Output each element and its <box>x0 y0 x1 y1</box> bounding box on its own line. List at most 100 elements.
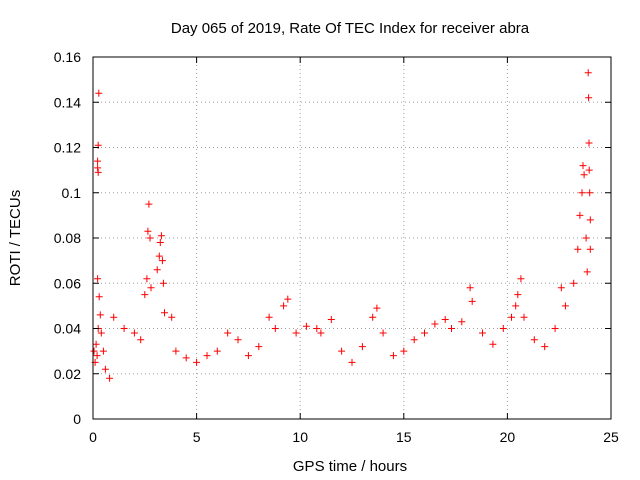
data-point <box>561 302 569 310</box>
data-point <box>584 69 592 77</box>
data-point <box>421 329 428 337</box>
data-point <box>94 168 102 176</box>
data-point <box>499 325 507 332</box>
data-point <box>284 295 292 303</box>
data-point <box>576 211 584 219</box>
y-tick-label: 0.08 <box>54 230 81 246</box>
data-point <box>130 329 138 337</box>
data-point <box>520 313 528 321</box>
data-point <box>106 374 114 382</box>
y-axis-label: ROTI / TECUs <box>7 190 24 286</box>
data-point <box>145 200 153 208</box>
data-point <box>586 245 594 253</box>
data-point <box>570 279 578 287</box>
data-point <box>143 275 151 283</box>
data-point <box>224 329 232 337</box>
data-point <box>96 311 104 319</box>
data-point <box>157 232 165 240</box>
data-point <box>508 313 515 321</box>
data-point <box>101 365 109 373</box>
data-point <box>93 352 101 360</box>
x-tick-label: 10 <box>292 429 308 445</box>
axis-ticks <box>92 56 612 420</box>
data-point <box>255 343 263 351</box>
data-point <box>512 302 520 310</box>
data-point <box>479 329 486 337</box>
data-point <box>431 320 439 328</box>
data-point <box>517 275 525 283</box>
data-point <box>94 275 102 283</box>
data-point <box>557 284 565 292</box>
data-point <box>458 318 466 326</box>
grid-lines <box>93 57 611 419</box>
x-tick-label: 0 <box>89 429 97 445</box>
data-point <box>155 252 163 260</box>
data-point <box>580 171 588 179</box>
data-point <box>585 166 593 174</box>
y-tick-label: 0.12 <box>54 140 81 156</box>
data-point <box>585 139 593 147</box>
data-point <box>158 257 166 265</box>
data-point <box>271 325 279 332</box>
data-point <box>203 352 211 360</box>
x-tick-label: 5 <box>193 429 201 445</box>
data-point <box>161 309 168 317</box>
y-tick-label: 0 <box>73 411 81 427</box>
data-point <box>389 352 397 360</box>
data-point <box>400 347 408 355</box>
data-point <box>530 336 538 344</box>
x-tick-label: 25 <box>603 429 619 445</box>
y-tick-label: 0.02 <box>54 366 81 382</box>
data-point <box>153 266 161 274</box>
data-point <box>579 162 587 170</box>
data-point <box>441 316 449 323</box>
data-point <box>92 340 100 348</box>
y-tick-label: 0.16 <box>54 49 81 65</box>
data-point <box>182 354 190 362</box>
data-point <box>302 322 310 330</box>
data-point <box>541 343 549 351</box>
data-point <box>585 94 593 102</box>
y-tick-label: 0.04 <box>54 321 81 337</box>
data-point <box>144 227 152 235</box>
data-point <box>172 347 180 355</box>
data-point <box>348 358 356 366</box>
data-point <box>466 284 474 292</box>
x-tick-label: 20 <box>500 429 516 445</box>
data-point <box>193 358 201 366</box>
data-point <box>120 325 128 332</box>
data-point <box>90 347 98 355</box>
data-point <box>373 304 381 312</box>
x-tick-labels: 0 5 10 15 20 25 <box>89 429 619 445</box>
data-point <box>147 284 155 292</box>
y-tick-label: 0.14 <box>54 94 81 110</box>
data-point <box>586 216 594 224</box>
data-point <box>95 293 103 301</box>
data-point <box>448 325 455 332</box>
data-point <box>468 297 476 305</box>
data-points <box>90 69 594 382</box>
data-point <box>410 336 418 344</box>
data-point <box>583 268 591 276</box>
data-point <box>578 189 586 197</box>
data-point <box>99 347 107 355</box>
data-point <box>358 343 366 351</box>
data-point <box>97 329 105 337</box>
data-point <box>95 89 103 97</box>
data-point <box>313 325 321 332</box>
chart-title: Day 065 of 2019, Rate Of TEC Index for r… <box>171 20 530 37</box>
x-axis-label: GPS time / hours <box>293 458 407 475</box>
data-point <box>586 189 594 197</box>
data-point <box>110 313 118 321</box>
data-point <box>94 164 102 172</box>
data-point <box>156 239 164 246</box>
x-tick-label: 15 <box>396 429 412 445</box>
data-point <box>213 347 221 355</box>
data-point <box>265 313 273 321</box>
y-tick-label: 0.1 <box>62 185 82 201</box>
data-point <box>551 325 559 332</box>
data-point <box>159 279 167 287</box>
data-point <box>369 313 377 321</box>
data-point <box>234 336 242 344</box>
